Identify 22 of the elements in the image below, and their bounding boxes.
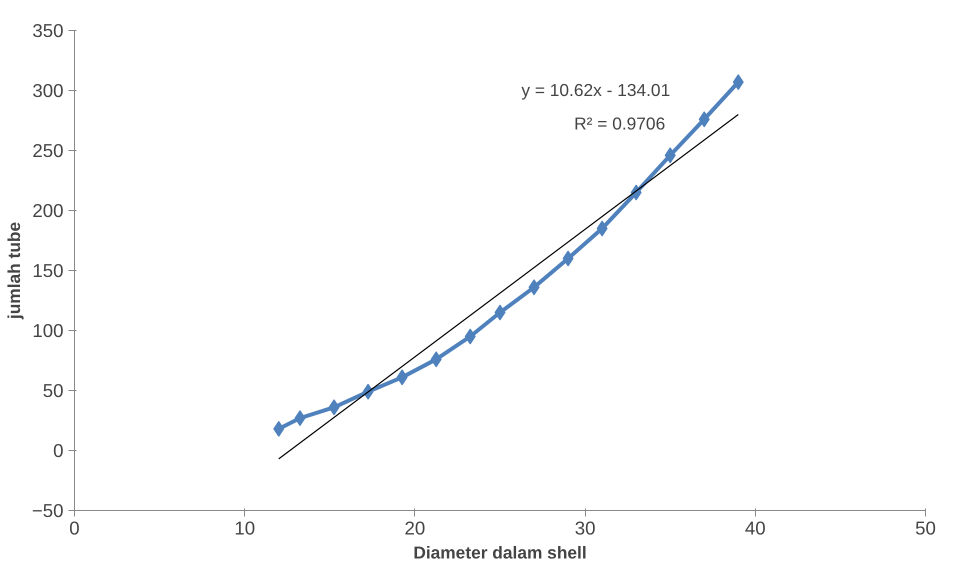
y-tick-label: 150 bbox=[32, 260, 64, 281]
point bbox=[596, 220, 608, 236]
y-tick-label: 200 bbox=[32, 200, 64, 221]
x-tick-label: 50 bbox=[915, 518, 936, 538]
x-tick-label: 40 bbox=[744, 518, 766, 538]
annotation: R² = 0.9706 bbox=[574, 114, 666, 134]
y-tick-label: 0 bbox=[53, 440, 64, 461]
x-axis-title: Diameter dalam shell bbox=[413, 542, 587, 562]
y-tick-label: 350 bbox=[32, 20, 64, 41]
y-tick-label: 250 bbox=[32, 140, 64, 161]
x-tick-label: 20 bbox=[404, 518, 426, 538]
x-tick-label: 30 bbox=[574, 518, 596, 538]
point bbox=[464, 328, 476, 344]
y-tick-label: 50 bbox=[42, 380, 64, 401]
y-tick-label: 300 bbox=[32, 80, 64, 101]
annotation: y = 10.62x - 134.01 bbox=[521, 80, 670, 100]
y-axis-title: jumlah tube bbox=[4, 222, 24, 320]
y-tick-label: −50 bbox=[32, 500, 64, 521]
x-tick-label: 0 bbox=[69, 518, 80, 538]
point bbox=[562, 250, 574, 266]
x-tick-label: 10 bbox=[234, 518, 256, 538]
y-tick-label: 100 bbox=[32, 320, 64, 341]
